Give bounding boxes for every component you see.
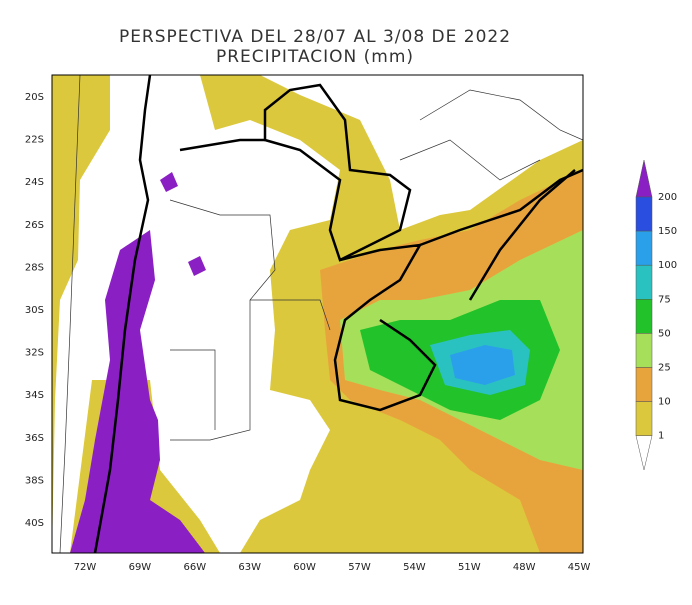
title: PERSPECTIVA DEL 28/07 AL 3/08 DE 2022 [119, 27, 511, 47]
lat-label: 22S [25, 135, 44, 146]
lon-label: 69W [129, 562, 152, 573]
lon-label: 51W [458, 562, 481, 573]
lat-label: 34S [25, 390, 44, 401]
lat-label: 38S [25, 475, 44, 486]
lat-label: 26S [25, 220, 44, 231]
lat-label: 20S [25, 92, 44, 103]
precipitation-field [52, 75, 583, 553]
colorbar-label: 1 [658, 431, 664, 442]
colorbar-label: 200 [658, 192, 677, 203]
colorbar-segment [635, 401, 653, 436]
colorbar-segment [635, 333, 653, 368]
colorbar-top [635, 159, 653, 198]
subtitle: PRECIPITACION (mm) [216, 47, 414, 67]
lon-label: 72W [74, 562, 97, 573]
colorbar-bottom [635, 435, 653, 471]
colorbar-segment [635, 264, 653, 300]
lat-label: 36S [25, 433, 44, 444]
colorbar-label: 50 [658, 328, 671, 339]
colorbar-label: 75 [658, 294, 671, 305]
lon-label: 48W [513, 562, 536, 573]
colorbar-label: 150 [658, 226, 677, 237]
lon-label: 60W [293, 562, 316, 573]
lat-label: 28S [25, 262, 44, 273]
colorbar: 200 150 100 75 50 25 10 1 [635, 159, 677, 471]
colorbar-segment [635, 299, 653, 334]
map-frame [51, 74, 584, 554]
lon-label: 66W [183, 562, 206, 573]
lon-label: 54W [403, 562, 426, 573]
lat-label: 24S [25, 177, 44, 188]
colorbar-label: 100 [658, 260, 677, 271]
colorbar-label: 25 [658, 363, 671, 374]
lat-label: 30S [25, 305, 44, 316]
lon-label: 63W [238, 562, 261, 573]
colorbar-segment [635, 230, 653, 266]
colorbar-label: 10 [658, 397, 671, 408]
lon-label: 45W [568, 562, 591, 573]
lon-label: 57W [348, 562, 371, 573]
colorbar-segment [635, 196, 653, 232]
colorbar-segment [635, 367, 653, 402]
lat-label: 32S [25, 348, 44, 359]
lat-label: 40S [25, 518, 44, 529]
